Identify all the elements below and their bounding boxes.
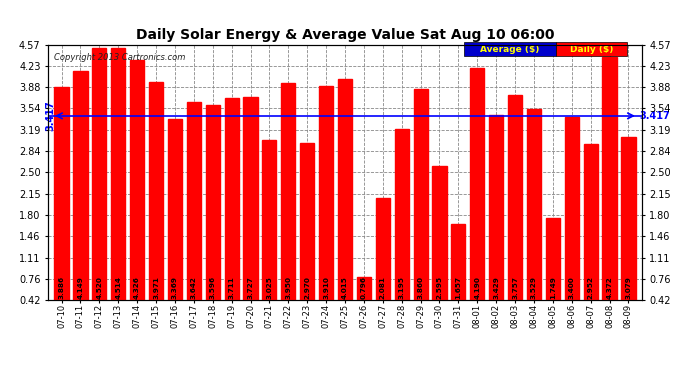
FancyBboxPatch shape (464, 42, 555, 57)
Bar (602, 57, 617, 300)
FancyBboxPatch shape (556, 42, 627, 57)
Bar (564, 117, 579, 300)
Bar (111, 48, 126, 300)
Bar (168, 119, 182, 300)
Text: 1.657: 1.657 (455, 276, 462, 299)
Text: Average ($): Average ($) (480, 45, 540, 54)
Text: 3.079: 3.079 (625, 276, 631, 299)
Bar (224, 98, 239, 300)
Text: 0.796: 0.796 (361, 276, 367, 299)
Text: 2.081: 2.081 (380, 276, 386, 299)
Text: 3.417: 3.417 (45, 100, 55, 131)
Text: 3.757: 3.757 (512, 276, 518, 299)
Text: 3.886: 3.886 (59, 276, 65, 299)
Bar (376, 198, 390, 300)
Text: 4.190: 4.190 (474, 276, 480, 299)
Bar (357, 277, 371, 300)
Bar (92, 48, 106, 300)
Text: 3.860: 3.860 (417, 276, 424, 299)
Bar (584, 144, 598, 300)
Text: 2.952: 2.952 (588, 276, 593, 299)
Text: 2.970: 2.970 (304, 276, 310, 299)
Bar (489, 115, 503, 300)
Bar (470, 68, 484, 300)
Text: 3.529: 3.529 (531, 276, 537, 299)
Text: 2.595: 2.595 (437, 276, 442, 299)
Text: 4.514: 4.514 (115, 276, 121, 299)
Bar (527, 109, 541, 300)
Text: 4.520: 4.520 (97, 276, 102, 299)
Bar (244, 97, 257, 300)
Bar (300, 143, 314, 300)
Text: 3.711: 3.711 (228, 276, 235, 299)
Text: 4.372: 4.372 (607, 276, 613, 299)
Bar (451, 224, 466, 300)
Bar (73, 71, 88, 300)
Bar (395, 129, 408, 300)
Bar (130, 60, 144, 300)
Text: 3.596: 3.596 (210, 276, 216, 299)
Text: 3.429: 3.429 (493, 276, 499, 299)
Bar (319, 86, 333, 300)
Text: 3.971: 3.971 (153, 276, 159, 299)
Bar (338, 79, 352, 300)
Text: 3.400: 3.400 (569, 276, 575, 299)
Text: 3.727: 3.727 (248, 276, 253, 299)
Text: 3.417: 3.417 (640, 111, 671, 121)
Bar (262, 140, 277, 300)
Bar (55, 87, 68, 300)
Bar (187, 102, 201, 300)
Text: 3.910: 3.910 (323, 276, 329, 299)
Bar (282, 83, 295, 300)
Text: Daily ($): Daily ($) (570, 45, 613, 54)
Text: 1.749: 1.749 (550, 276, 556, 299)
Text: 4.326: 4.326 (134, 276, 140, 299)
Text: Copyright 2013 Cartronics.com: Copyright 2013 Cartronics.com (55, 53, 186, 62)
Text: 3.025: 3.025 (266, 276, 273, 299)
Bar (508, 95, 522, 300)
Title: Daily Solar Energy & Average Value Sat Aug 10 06:00: Daily Solar Energy & Average Value Sat A… (136, 28, 554, 42)
Bar (622, 136, 635, 300)
Text: 3.950: 3.950 (285, 276, 291, 299)
Bar (149, 82, 163, 300)
Text: 3.642: 3.642 (191, 276, 197, 299)
Bar (546, 218, 560, 300)
Text: 4.149: 4.149 (77, 276, 83, 299)
Bar (413, 88, 428, 300)
Text: 3.369: 3.369 (172, 276, 178, 299)
Text: 3.195: 3.195 (399, 276, 405, 299)
Text: 4.015: 4.015 (342, 276, 348, 299)
Bar (206, 105, 220, 300)
Bar (433, 166, 446, 300)
